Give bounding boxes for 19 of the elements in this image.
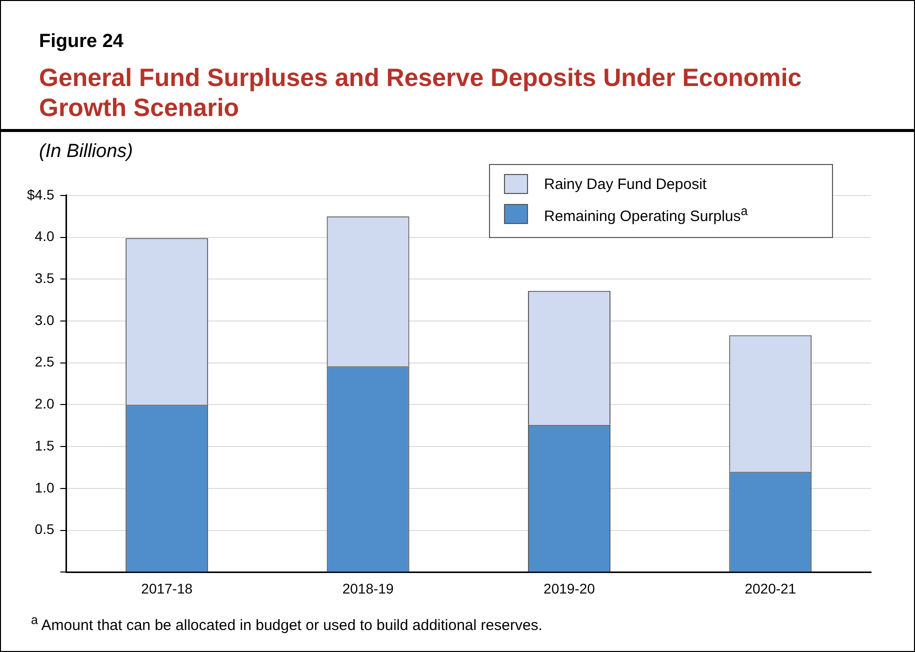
y-tick-label: 3.0 [34,312,54,328]
y-tick-label: 1.0 [34,479,54,496]
x-tick-label: 2020-21 [744,580,796,596]
x-tick-label: 2019-20 [544,580,596,596]
y-tick-label: 2.0 [34,396,54,412]
y-tick-label: 4.0 [34,228,54,244]
y-axis-title: (In Billions) [39,141,133,163]
y-tick-label: $4.5 [27,186,54,202]
chart-title: General Fund Surpluses and Reserve Deposits Under Economic Growth Scenario [39,63,803,123]
y-tick-label: 3.5 [34,270,54,286]
x-tick-label: 2018-19 [342,580,394,596]
text: $^{a}$ Amount that can be allocated in budget or used to build additional reserves. [31,613,542,634]
y-tick-label: 0.5 [34,521,54,538]
legend-label: Rainy Day Fund Deposit [544,176,707,192]
legend-label: Remaining Operating Surplus$^{a}$ [544,204,748,224]
y-tick-label: 1.5 [34,437,54,454]
y-tick-label: 2.5 [34,354,54,370]
x-tick-label: 2017-18 [141,580,193,596]
chart-subtitle: Figure 24 [39,31,124,53]
